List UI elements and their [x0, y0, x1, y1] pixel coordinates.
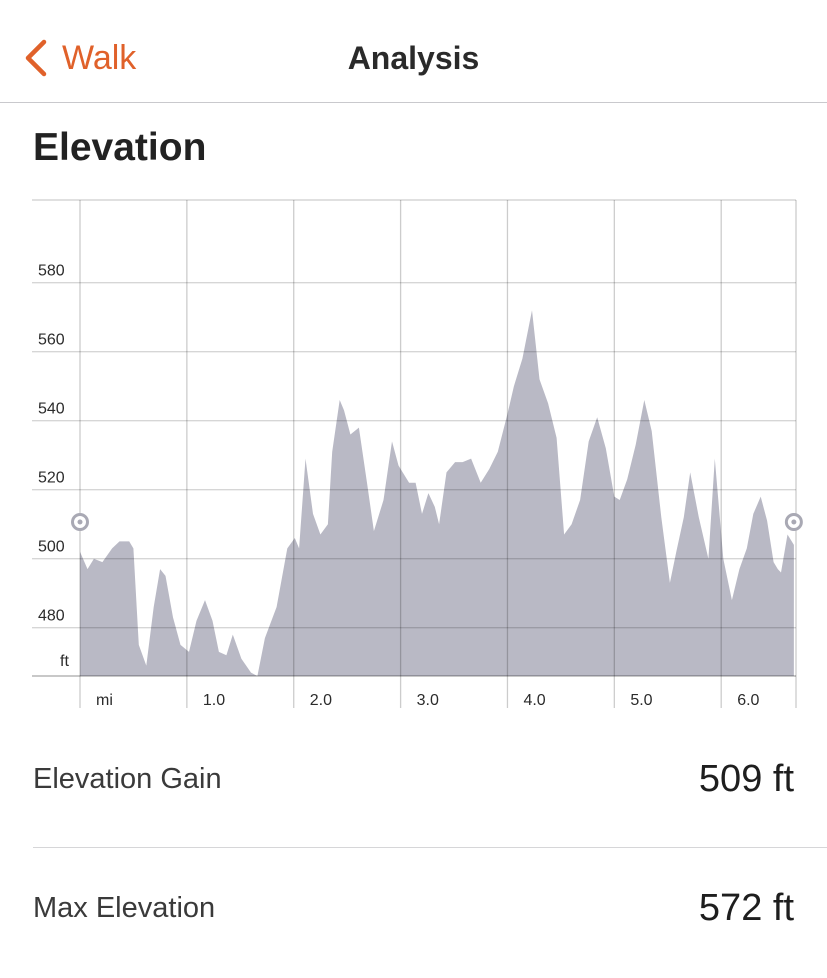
- section-title: Elevation: [33, 126, 207, 169]
- stat-label: Max Elevation: [33, 892, 216, 924]
- x-tick-label: 6.0: [737, 692, 759, 709]
- y-tick-label: 580: [38, 263, 65, 280]
- stat-row-elevation-gain: Elevation Gain 509 ft: [33, 758, 794, 801]
- elevation-area: [80, 310, 794, 676]
- y-tick-label: 480: [38, 608, 65, 625]
- y-tick-label: 500: [38, 539, 65, 556]
- x-tick-label: 1.0: [203, 692, 225, 709]
- elevation-chart: 480 500 520 540 560 580 ft mi 1.0 2.0 3.0 4.0 5.0 6.0: [32, 199, 803, 709]
- divider: [33, 847, 827, 848]
- y-tick-label: 560: [38, 332, 65, 349]
- stat-value: 572 ft: [698, 887, 794, 929]
- x-tick-label: 3.0: [417, 692, 439, 709]
- y-tick-label: 520: [38, 470, 65, 487]
- y-axis-unit-label: ft: [60, 653, 69, 670]
- range-start-handle-dot: [77, 519, 83, 525]
- x-tick-label: 4.0: [523, 692, 545, 709]
- back-button-label: Walk: [62, 39, 137, 77]
- navigation-bar: Walk Analysis: [0, 0, 827, 103]
- page-title: Analysis: [347, 40, 480, 76]
- x-axis-unit-label: mi: [96, 692, 113, 709]
- stat-value: 509 ft: [698, 758, 794, 800]
- chevron-left-icon: [25, 39, 47, 77]
- range-end-handle-dot: [791, 519, 797, 525]
- x-tick-label: 5.0: [630, 692, 652, 709]
- x-tick-label: 2.0: [310, 692, 332, 709]
- stat-row-max-elevation: Max Elevation 572 ft: [33, 887, 794, 930]
- stat-label: Elevation Gain: [33, 763, 222, 795]
- y-tick-label: 540: [38, 401, 65, 418]
- back-button[interactable]: Walk: [24, 38, 136, 78]
